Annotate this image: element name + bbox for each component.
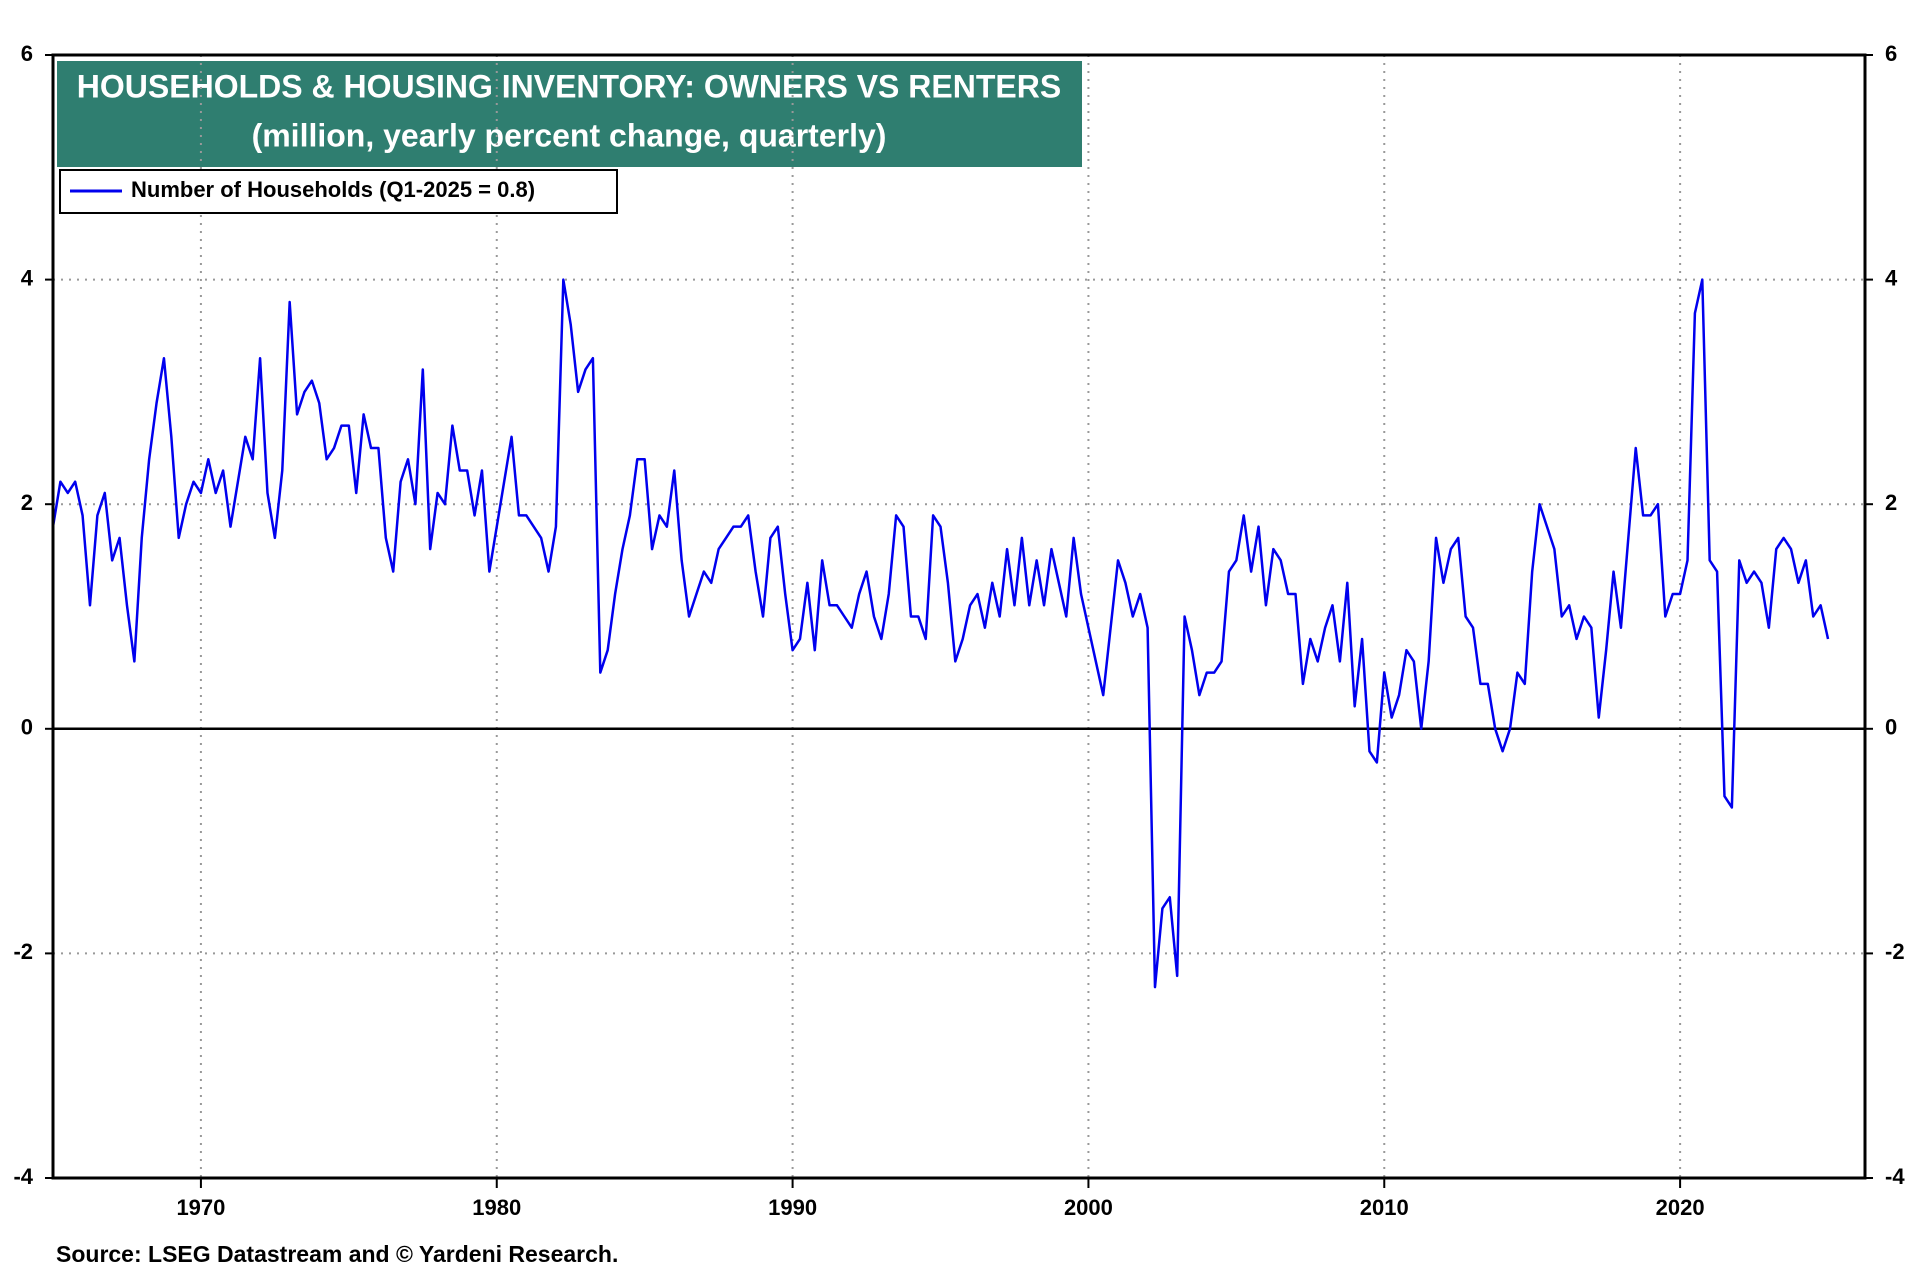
x-tick-label: 2010	[1360, 1195, 1409, 1220]
plot-frame	[51, 53, 1867, 1180]
y2-tick-label: 6	[1885, 41, 1897, 66]
y-tick-label: 2	[21, 490, 33, 515]
chart-subtitle: (million, yearly percent change, quarter…	[252, 117, 887, 153]
x-tick-label: 2020	[1656, 1195, 1705, 1220]
y-tick-label: -2	[13, 939, 33, 964]
x-tick-label: 1980	[472, 1195, 521, 1220]
y2-tick-label: 0	[1885, 715, 1897, 740]
x-tick-label: 1970	[176, 1195, 225, 1220]
y-tick-label: -4	[13, 1164, 33, 1189]
chart-title: HOUSEHOLDS & HOUSING INVENTORY: OWNERS V…	[77, 68, 1061, 104]
legend-box	[59, 169, 618, 214]
y2-tick-label: 4	[1885, 265, 1898, 290]
y2-tick-label: -2	[1885, 939, 1905, 964]
x-tick-label: 1990	[768, 1195, 817, 1220]
y-tick-label: 0	[21, 715, 33, 740]
legend-label: Number of Households (Q1-2025 = 0.8)	[131, 177, 535, 202]
title-box	[57, 61, 1082, 167]
x-tick-label: 2000	[1064, 1195, 1113, 1220]
y2-tick-label: 2	[1885, 490, 1897, 515]
y-tick-label: 6	[21, 41, 33, 66]
source: Source: LSEG Datastream and © Yardeni Re…	[56, 1241, 618, 1267]
y-tick-label: 4	[21, 265, 34, 290]
series-line	[51, 278, 1830, 989]
y2-tick-label: -4	[1885, 1164, 1905, 1189]
